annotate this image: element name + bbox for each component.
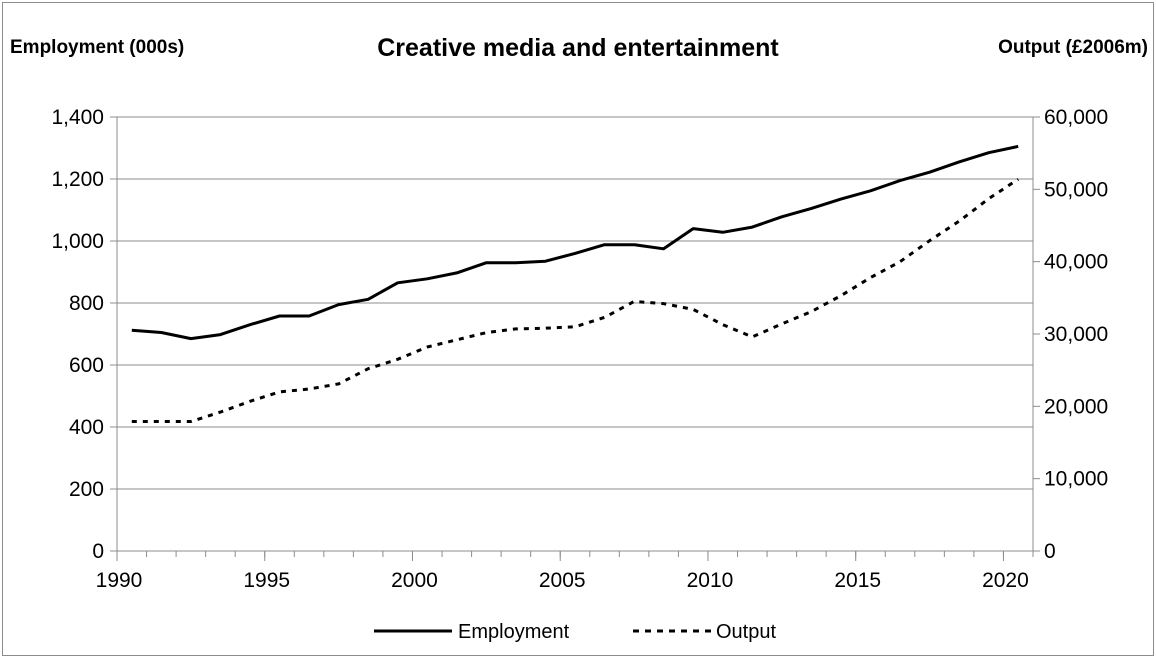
series-lines — [131, 144, 1020, 423]
left-axis-title: Employment (000s) — [10, 37, 184, 58]
gridlines — [117, 116, 1033, 490]
y-tick-label: 1,200 — [51, 168, 104, 191]
right-axis-title: Output (£2006m) — [998, 37, 1148, 58]
tick-labels: 0 200 400 600 800 1,000 1,200 1,400 0 10,000 20,00… — [51, 106, 1108, 592]
y2-tick-label: 20,000 — [1044, 395, 1108, 418]
legend-employment-label: Employment — [458, 621, 570, 643]
series-line-output — [131, 177, 1020, 423]
y-tick-label: 1,400 — [51, 106, 104, 129]
y-tick-label: 1,000 — [51, 230, 104, 253]
y-tick-label: 400 — [69, 416, 104, 439]
x-tick-label: 1990 — [96, 569, 143, 592]
y2-tick-label: 60,000 — [1044, 106, 1108, 129]
x-tick-label: 2000 — [391, 569, 438, 592]
y2-tick-label: 0 — [1044, 540, 1056, 563]
legend: Employment Output — [374, 621, 776, 643]
y-tick-label: 0 — [92, 540, 104, 563]
y-tick-label: 200 — [69, 478, 104, 501]
y-tick-label: 600 — [69, 354, 104, 377]
x-tick-label: 1995 — [243, 569, 290, 592]
x-tick-label: 2020 — [982, 569, 1029, 592]
series-line-employment — [131, 144, 1019, 341]
axes — [110, 116, 1040, 561]
x-tick-label: 2005 — [539, 569, 586, 592]
x-tick-label: 2010 — [687, 569, 734, 592]
chart-title: Creative media and entertainment — [377, 34, 779, 62]
y-tick-label: 800 — [69, 292, 104, 315]
y2-tick-label: 10,000 — [1044, 468, 1108, 491]
y2-tick-label: 30,000 — [1044, 323, 1108, 346]
x-tick-label: 2015 — [834, 569, 881, 592]
y2-tick-label: 40,000 — [1044, 251, 1108, 274]
y2-tick-label: 50,000 — [1044, 178, 1108, 201]
legend-output-label: Output — [716, 621, 776, 643]
